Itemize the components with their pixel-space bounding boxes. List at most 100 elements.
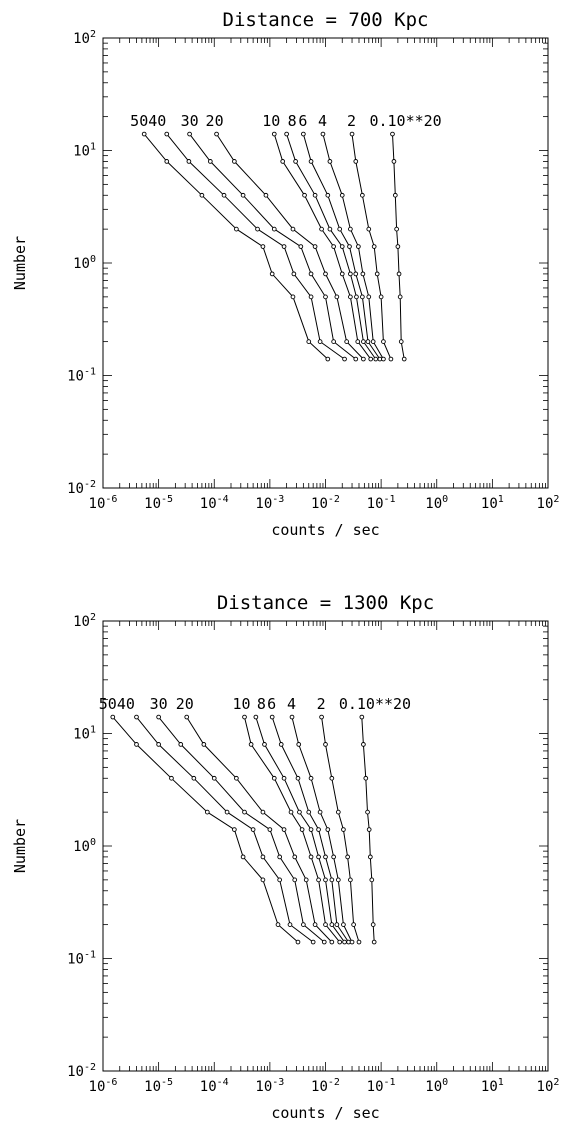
series-4: [289, 714, 355, 945]
data-point: [248, 742, 254, 747]
data-point: [271, 131, 277, 137]
data-point: [290, 226, 296, 232]
data-point: [262, 742, 267, 747]
data-point: [224, 809, 230, 815]
data-point: [355, 339, 361, 344]
data-point: [164, 131, 170, 137]
data-point: [390, 131, 395, 137]
series-2: [349, 131, 394, 362]
data-point: [325, 827, 331, 832]
data-point: [394, 226, 399, 232]
x-tick-label: 10-3: [255, 494, 284, 512]
plot-frame: [102, 620, 549, 1072]
data-point: [240, 192, 246, 198]
data-point: [329, 939, 335, 945]
data-point: [242, 809, 247, 815]
data-point: [323, 854, 328, 860]
y-tick-label: 101: [73, 142, 96, 160]
data-point: [277, 854, 283, 860]
data-point: [310, 939, 316, 945]
data-point: [381, 339, 386, 344]
data-point: [401, 356, 407, 362]
curve-label: 20: [206, 112, 224, 130]
data-point: [339, 192, 345, 198]
data-point: [323, 877, 328, 883]
x-tick-label: 10-5: [144, 494, 173, 512]
data-point: [366, 226, 372, 232]
data-point: [301, 131, 306, 137]
data-point: [360, 294, 365, 300]
y-tick-label: 102: [73, 29, 96, 47]
x-tick-label: 102: [537, 1077, 560, 1095]
data-point: [360, 271, 366, 277]
data-point: [320, 131, 326, 137]
x-tick-label: 10-4: [200, 1077, 229, 1095]
data-point: [295, 775, 301, 781]
data-point: [281, 775, 287, 781]
data-point: [317, 339, 323, 344]
y-axis-label: Number: [11, 819, 29, 873]
curve-label: 5040: [99, 695, 135, 713]
data-point: [356, 244, 361, 249]
data-point: [341, 922, 346, 927]
axis-ticks: [102, 38, 548, 489]
chart-panel-1300kpc: Distance = 1300 Kpc 10-6 10-5 10-4 10-3 10-2 1…: [0, 583, 567, 1143]
chart-panel-700kpc: Distance = 700 Kpc 10-6 10-5 10-4 10-3 10-2 10…: [0, 0, 567, 560]
series-6: [301, 131, 383, 362]
data-point: [316, 854, 321, 860]
series-8: [284, 131, 379, 362]
y-tick-label: 102: [73, 612, 96, 630]
y-tick-label: 100: [73, 254, 96, 272]
data-point: [348, 271, 353, 277]
data-point: [327, 159, 333, 164]
data-point: [308, 827, 314, 832]
data-point: [396, 271, 402, 277]
data-point: [354, 294, 359, 300]
data-point: [211, 775, 217, 781]
y-tick-label: 100: [73, 837, 96, 855]
curve-label: 0.10**20: [339, 695, 411, 713]
curve-label: 2: [317, 695, 326, 713]
data-point: [361, 356, 366, 362]
series-line: [136, 716, 314, 943]
x-tick-label: 100: [425, 494, 448, 512]
curve-label: 4: [318, 112, 327, 130]
data-point: [302, 192, 307, 198]
data-point: [278, 742, 284, 747]
data-point: [293, 159, 298, 164]
curve-label: 30: [181, 112, 199, 130]
data-point: [295, 939, 301, 945]
data-point: [341, 827, 346, 832]
data-point: [250, 827, 256, 832]
data-point: [296, 742, 302, 747]
data-point: [339, 244, 345, 249]
series-line: [158, 716, 325, 943]
data-point: [281, 827, 287, 832]
data-point: [186, 159, 192, 164]
data-point: [368, 356, 374, 362]
x-tick-label: 10-5: [144, 1077, 173, 1095]
data-point: [288, 809, 294, 815]
data-point: [321, 939, 327, 945]
series-20: [214, 131, 366, 362]
data-point: [334, 922, 340, 927]
curve-label: 30: [150, 695, 168, 713]
series-6: [269, 714, 351, 945]
data-point: [164, 159, 170, 164]
data-point: [391, 159, 397, 164]
series-2: [319, 714, 362, 945]
data-point: [232, 827, 237, 832]
curve-label: 6: [298, 112, 307, 130]
x-tick-label: 101: [481, 1077, 504, 1095]
data-point: [234, 226, 239, 232]
data-point: [316, 877, 321, 883]
data-point: [263, 192, 269, 198]
curve-label: 8: [257, 695, 266, 713]
curve-label: 10: [233, 695, 251, 713]
data-point: [267, 827, 273, 832]
data-point: [169, 775, 174, 781]
data-point: [280, 159, 286, 164]
data-point: [327, 226, 333, 232]
data-point: [297, 809, 302, 815]
data-point: [366, 827, 372, 832]
